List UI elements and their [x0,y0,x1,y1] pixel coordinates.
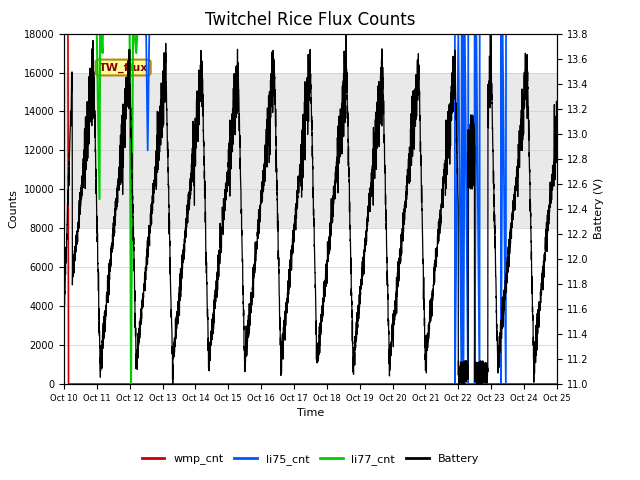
Y-axis label: Battery (V): Battery (V) [594,178,604,240]
Bar [64,72,557,228]
Text: TW_flux: TW_flux [99,62,148,72]
X-axis label: Time: Time [297,408,324,418]
Legend: wmp_cnt, li75_cnt, li77_cnt, Battery: wmp_cnt, li75_cnt, li77_cnt, Battery [138,450,483,469]
Y-axis label: Counts: Counts [8,190,18,228]
Title: Twitchel Rice Flux Counts: Twitchel Rice Flux Counts [205,11,415,29]
